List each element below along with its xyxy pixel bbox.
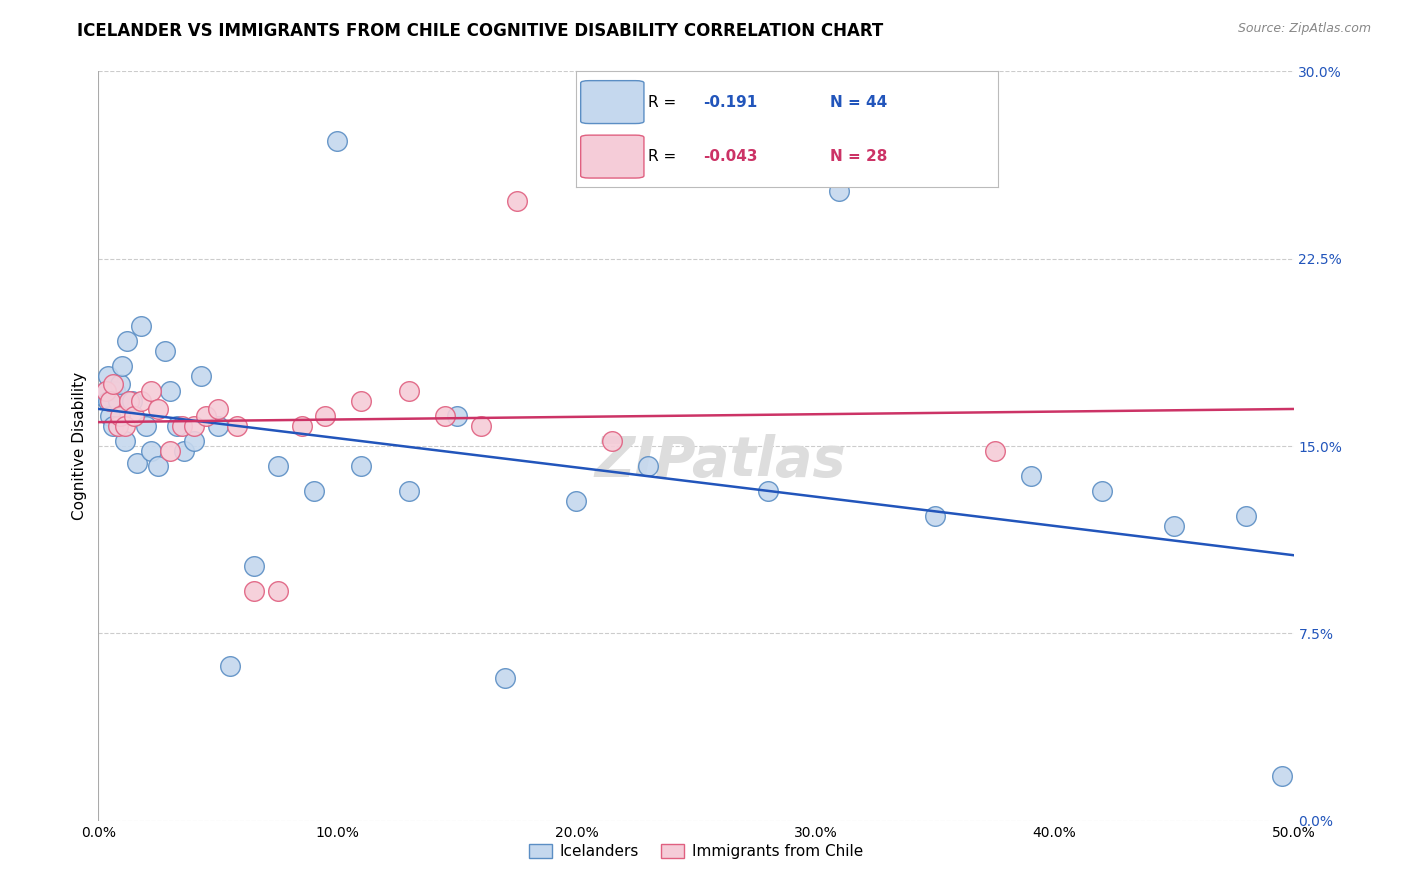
Point	[470, 419, 492, 434]
Point	[111, 359, 134, 373]
Point	[172, 419, 194, 434]
Point	[131, 394, 153, 409]
Point	[155, 344, 177, 359]
Text: -0.043: -0.043	[703, 148, 758, 163]
Point	[195, 409, 218, 423]
Point	[166, 419, 188, 434]
Point	[125, 457, 148, 471]
Point	[756, 483, 779, 498]
Point	[114, 419, 136, 434]
Text: -0.191: -0.191	[703, 95, 758, 111]
Point	[219, 658, 242, 673]
Point	[924, 508, 946, 523]
Point	[398, 483, 420, 498]
Point	[434, 409, 457, 423]
Point	[267, 458, 290, 473]
Point	[97, 394, 120, 409]
Point	[101, 376, 124, 391]
Point	[97, 369, 120, 384]
Point	[107, 419, 129, 434]
Point	[243, 583, 266, 598]
Point	[131, 319, 153, 334]
Point	[139, 444, 162, 458]
Point	[183, 419, 205, 434]
Point	[104, 384, 127, 398]
Point	[1271, 769, 1294, 783]
Point	[114, 434, 136, 448]
Point	[107, 394, 129, 409]
Point	[118, 394, 141, 409]
Point	[98, 409, 122, 423]
Point	[101, 419, 124, 434]
Point	[98, 394, 122, 409]
Text: R =: R =	[648, 95, 682, 111]
Point	[291, 419, 314, 434]
Point	[183, 434, 205, 448]
Point	[506, 194, 529, 209]
Point	[302, 483, 325, 498]
Point	[828, 184, 851, 198]
Point	[124, 409, 146, 423]
Point	[148, 401, 170, 416]
Point	[243, 558, 266, 573]
Point	[91, 389, 114, 403]
Point	[159, 444, 181, 458]
Point	[350, 394, 373, 409]
FancyBboxPatch shape	[581, 80, 644, 124]
Point	[121, 394, 143, 409]
Text: ICELANDER VS IMMIGRANTS FROM CHILE COGNITIVE DISABILITY CORRELATION CHART: ICELANDER VS IMMIGRANTS FROM CHILE COGNI…	[77, 22, 883, 40]
Y-axis label: Cognitive Disability: Cognitive Disability	[72, 372, 87, 520]
Point	[226, 419, 249, 434]
Point	[115, 334, 138, 348]
Point	[139, 384, 162, 398]
Point	[1163, 519, 1185, 533]
Text: N = 44: N = 44	[830, 95, 887, 111]
Point	[1234, 508, 1257, 523]
Point	[94, 384, 117, 398]
Point	[94, 384, 117, 398]
Point	[984, 444, 1007, 458]
Point	[326, 134, 349, 148]
Point	[350, 458, 373, 473]
Point	[1091, 483, 1114, 498]
Text: ZIPatlas: ZIPatlas	[595, 434, 845, 488]
Point	[1019, 469, 1042, 483]
Point	[494, 671, 516, 685]
Point	[602, 434, 624, 448]
Text: Source: ZipAtlas.com: Source: ZipAtlas.com	[1237, 22, 1371, 36]
Point	[207, 401, 229, 416]
Point	[398, 384, 420, 398]
Legend: Icelanders, Immigrants from Chile: Icelanders, Immigrants from Chile	[523, 838, 869, 865]
Point	[637, 458, 659, 473]
Point	[565, 494, 588, 508]
Point	[108, 409, 131, 423]
Point	[173, 444, 195, 458]
Point	[148, 458, 170, 473]
FancyBboxPatch shape	[581, 135, 644, 178]
Point	[190, 369, 212, 384]
Point	[135, 419, 157, 434]
Point	[159, 384, 181, 398]
Point	[315, 409, 337, 423]
Text: R =: R =	[648, 148, 682, 163]
Point	[108, 376, 131, 391]
Point	[446, 409, 468, 423]
Point	[267, 583, 290, 598]
Point	[207, 419, 229, 434]
Text: N = 28: N = 28	[830, 148, 887, 163]
